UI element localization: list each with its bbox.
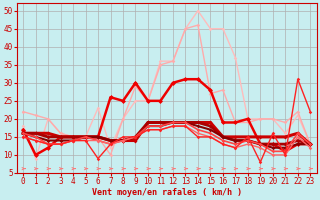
X-axis label: Vent moyen/en rafales ( km/h ): Vent moyen/en rafales ( km/h ) (92, 188, 242, 197)
